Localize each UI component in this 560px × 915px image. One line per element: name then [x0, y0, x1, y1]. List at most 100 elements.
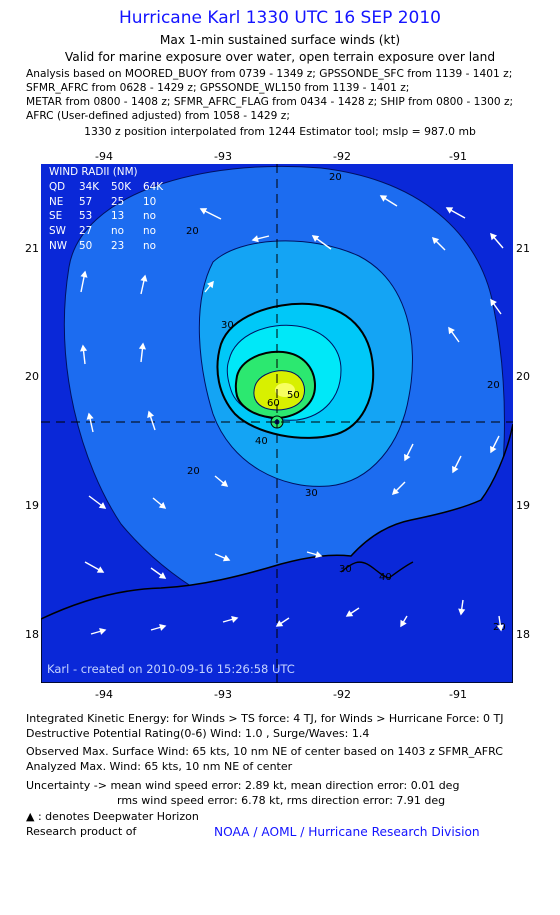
wind-vector-head	[445, 207, 454, 214]
lat-tick-left: 20	[25, 370, 39, 383]
contour-label: 30	[221, 320, 234, 331]
wind-vector-head	[147, 410, 155, 418]
wind-vectors	[80, 195, 504, 635]
wind-vector-head	[275, 620, 284, 627]
wind-radii-cell: SE	[49, 210, 63, 223]
contour-label: 60	[267, 398, 280, 409]
wind-vector-head	[452, 465, 459, 474]
lon-tick-top: -91	[449, 150, 467, 163]
coastline-detail	[340, 561, 414, 579]
lon-tick-top: -92	[333, 150, 351, 163]
lat-tick-right: 19	[516, 499, 530, 512]
wind-radii-row: SW 27 no no	[49, 224, 175, 239]
map-title: Hurricane Karl 1330 UTC 16 SEP 2010	[118, 8, 441, 28]
wind-radii-cell: 13	[111, 210, 125, 223]
wind-vector-head	[159, 623, 167, 631]
wind-vector-head	[207, 280, 214, 289]
wind-vector-head	[496, 624, 504, 632]
wind-vector-head	[490, 445, 497, 454]
wind-vector-head	[158, 572, 167, 579]
wind-vector-head	[404, 453, 411, 462]
oil-rig-icon: ▲	[26, 810, 35, 823]
wind-vector-head	[80, 270, 88, 278]
uncertainty-line-2: rms wind speed error: 6.78 kt, rms direc…	[117, 794, 446, 807]
wind-vector-head	[138, 342, 146, 350]
wind-radii-header: QD 34K 50K 64K	[49, 180, 175, 195]
wind-vector-head	[490, 298, 497, 307]
wind-field-svg: 20 20 30 40 50 60 20 30 40 20 30 20	[41, 164, 513, 683]
wind-radii-row: NW 50 23 no	[49, 239, 175, 254]
wind-vector-head	[86, 412, 94, 420]
contour-label: 50	[287, 390, 300, 401]
contour-label: 30	[339, 564, 352, 575]
wind-vector-head	[431, 236, 440, 245]
wind-field-map: 20 20 30 40 50 60 20 30 40 20 30 20 WIND…	[41, 164, 513, 683]
wind-vector-head	[391, 487, 400, 496]
wind-vector-head	[311, 235, 320, 242]
wind-radii-table: WIND RADII (NM) QD 34K 50K 64K NE 57 25 …	[49, 165, 175, 254]
analysis-line-3: METAR from 0800 - 1408 z; SFMR_AFRC_FLAG…	[26, 96, 514, 108]
lon-tick-bottom: -92	[333, 688, 351, 701]
lat-tick-right: 18	[516, 628, 530, 641]
dpr-line: Destructive Potential Rating(0-6) Wind: …	[26, 727, 370, 740]
analysis-line-1: Analysis based on MOORED_BUOY from 0739 …	[26, 68, 513, 80]
subtitle-validity: Valid for marine exposure over water, op…	[64, 50, 496, 64]
wind-radii-cell: no	[143, 225, 156, 238]
noaa-credit: NOAA / AOML / Hurricane Research Divisio…	[214, 825, 480, 839]
lat-tick-left: 19	[25, 499, 39, 512]
deepwater-note: ▲ : denotes Deepwater Horizon	[26, 810, 199, 823]
lat-tick-left: 18	[25, 628, 39, 641]
lon-tick-top: -93	[214, 150, 232, 163]
wind-radii-row: NE 57 25 10	[49, 195, 175, 210]
observed-max-wind: Observed Max. Surface Wind: 65 kts, 10 n…	[26, 745, 503, 758]
wind-vector-head	[251, 235, 259, 243]
wind-vector-head	[231, 615, 239, 623]
land-mainland	[41, 423, 513, 683]
deepwater-text: : denotes Deepwater Horizon	[37, 810, 199, 823]
lat-tick-left: 21	[25, 242, 39, 255]
wind-radii-cell: 64K	[143, 180, 164, 193]
analysis-line-2: SFMR_AFRC from 0628 - 1429 z; GPSSONDE_W…	[26, 82, 410, 94]
wind-vector-head	[379, 195, 388, 202]
created-label: Karl - created on 2010-09-16 15:26:58 UT…	[47, 662, 295, 676]
wind-vector-head	[98, 502, 107, 509]
wind-radii-cell: QD	[49, 180, 66, 193]
wind-max-core	[275, 383, 295, 397]
lon-tick-bottom: -93	[214, 688, 232, 701]
wind-radii-cell: no	[111, 225, 124, 238]
wind-vector-head	[448, 326, 455, 335]
lat-tick-right: 20	[516, 370, 530, 383]
lon-tick-top: -94	[95, 150, 113, 163]
research-product-label: Research product of	[26, 825, 137, 838]
wind-radii-cell: 10	[143, 195, 157, 208]
position-note: 1330 z position interpolated from 1244 E…	[84, 125, 476, 138]
wind-radii-cell: SW	[49, 225, 66, 238]
wind-radii-cell: 23	[111, 239, 125, 252]
wind-radii-cell: 34K	[79, 180, 100, 193]
contour-label: 40	[379, 572, 392, 583]
wind-radii-cell: 27	[79, 225, 93, 238]
wind-vector-head	[400, 619, 407, 628]
contour-label: 30	[305, 488, 318, 499]
lon-tick-bottom: -94	[95, 688, 113, 701]
wind-vector-head	[158, 501, 167, 509]
wind-vector-head	[220, 479, 229, 487]
contour-label: 20	[187, 466, 200, 477]
ike-line: Integrated Kinetic Energy: for Winds > T…	[26, 712, 504, 725]
wind-vector-head	[140, 274, 148, 282]
wind-vector-head	[315, 551, 323, 559]
wind-vector-head	[199, 208, 208, 215]
subtitle-max-winds: Max 1-min sustained surface winds (kt)	[159, 33, 401, 47]
analysis-line-4: AFRC (User-defined adjusted) from 1058 -…	[26, 110, 290, 122]
wind-vector-head	[96, 566, 105, 573]
wind-vector-head	[458, 608, 466, 616]
wind-radii-cell: 50K	[111, 180, 132, 193]
contour-label: 20	[186, 226, 199, 237]
wind-radii-cell: 53	[79, 210, 93, 223]
wind-radii-cell: 50	[79, 239, 93, 252]
uncertainty-line-1: Uncertainty -> mean wind speed error: 2.…	[26, 779, 460, 792]
wind-radii-cell: 25	[111, 195, 125, 208]
contour-label: 20	[329, 172, 342, 183]
wind-radii-cell: NE	[49, 195, 64, 208]
wind-vector-head	[222, 554, 231, 562]
